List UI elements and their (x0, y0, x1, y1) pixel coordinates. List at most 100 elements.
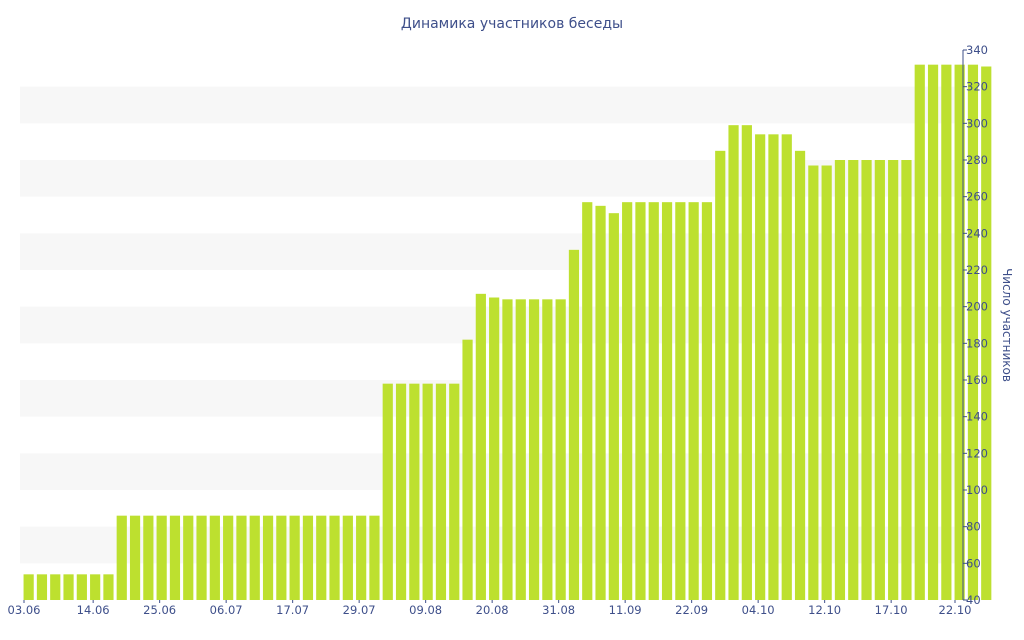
bar (223, 515, 234, 600)
grid-band (20, 160, 963, 197)
x-tick-label: 29.07 (343, 603, 376, 617)
bar (169, 515, 181, 600)
y-tick-label: 260 (966, 190, 988, 204)
y-tick-label: 100 (966, 483, 988, 497)
grid-band (20, 86, 963, 124)
bar (582, 202, 593, 601)
chart-title: Динамика участников беседы (401, 16, 623, 32)
y-tick-label: 160 (966, 373, 988, 387)
bar (927, 64, 939, 601)
bar (888, 160, 899, 600)
bar (661, 202, 673, 601)
bar (63, 574, 74, 600)
bar (914, 64, 925, 601)
bar (36, 574, 48, 600)
bar (528, 299, 540, 600)
bar (675, 202, 686, 601)
bar (768, 134, 779, 600)
bar (542, 299, 553, 600)
bar (103, 574, 114, 600)
bar (901, 160, 912, 600)
x-tick-label: 17.07 (276, 603, 309, 617)
x-tick-label: 22.10 (939, 603, 972, 617)
bar (967, 64, 979, 601)
x-tick-label: 04.10 (742, 603, 775, 617)
bar (23, 574, 34, 600)
bar (449, 383, 460, 600)
y-tick-label: 340 (966, 43, 988, 57)
y-axis-ticks: 40 60 80 100 120 140 160 180 200 220 240 260 280 300 3… (963, 43, 988, 607)
bar (954, 64, 965, 601)
bar (382, 383, 393, 600)
bar (76, 574, 87, 600)
bar (435, 383, 447, 600)
x-tick-label: 06.07 (210, 603, 243, 617)
bar (874, 160, 885, 600)
x-tick-label: 17.10 (875, 603, 908, 617)
x-tick-label: 09.08 (409, 603, 442, 617)
bar (648, 202, 659, 601)
x-tick-label: 25.06 (143, 603, 176, 617)
bar (422, 383, 433, 600)
bar (276, 515, 287, 600)
y-tick-label: 240 (966, 226, 988, 240)
bar (249, 515, 260, 600)
bar (209, 515, 220, 600)
bar (356, 515, 367, 600)
bar (701, 202, 713, 601)
x-tick-label: 11.09 (609, 603, 642, 617)
bar (409, 383, 420, 600)
bar (981, 66, 992, 600)
bar (289, 515, 300, 600)
bar (941, 64, 952, 601)
bar (715, 150, 726, 600)
bar (50, 574, 61, 600)
y-tick-label: 180 (966, 336, 988, 350)
bar (196, 515, 207, 600)
bar (236, 515, 247, 600)
bars (23, 64, 992, 601)
bar (622, 202, 633, 601)
bar (329, 515, 340, 600)
bar (861, 160, 872, 600)
bar (395, 383, 407, 600)
bar (316, 515, 327, 600)
bar (302, 515, 314, 600)
bar (848, 160, 859, 600)
x-tick-label: 31.08 (542, 603, 575, 617)
x-tick-label: 03.06 (8, 603, 41, 617)
bar (475, 293, 486, 600)
y-tick-label: 80 (966, 520, 981, 534)
bar (90, 574, 101, 600)
bar (156, 515, 167, 600)
bar (635, 202, 646, 601)
bar (369, 515, 380, 600)
y-tick-label: 220 (966, 263, 988, 277)
y-tick-label: 40 (966, 593, 981, 607)
bar (143, 515, 154, 600)
y-tick-label: 280 (966, 153, 988, 167)
y-tick-label: 320 (966, 80, 988, 94)
bar (608, 213, 619, 601)
bar (808, 165, 819, 600)
bar (116, 515, 127, 600)
y-axis-label: Число участников (1000, 268, 1014, 382)
y-tick-label: 300 (966, 116, 988, 130)
bar (595, 205, 606, 600)
x-axis-ticks: 03.06 14.06 25.06 06.07 17.07 29.07 09.08 20.08… (8, 600, 972, 617)
bar (794, 150, 806, 600)
grid-band (20, 233, 963, 270)
bar (755, 134, 766, 600)
bar (489, 297, 500, 600)
bar (834, 160, 846, 600)
x-tick-label: 22.09 (675, 603, 708, 617)
y-tick-label: 140 (966, 410, 988, 424)
bar (728, 125, 739, 601)
bar (342, 515, 353, 600)
bar (502, 299, 513, 600)
bar (515, 299, 526, 600)
y-tick-label: 120 (966, 446, 988, 460)
x-tick-label: 14.06 (77, 603, 110, 617)
bar (568, 249, 580, 600)
